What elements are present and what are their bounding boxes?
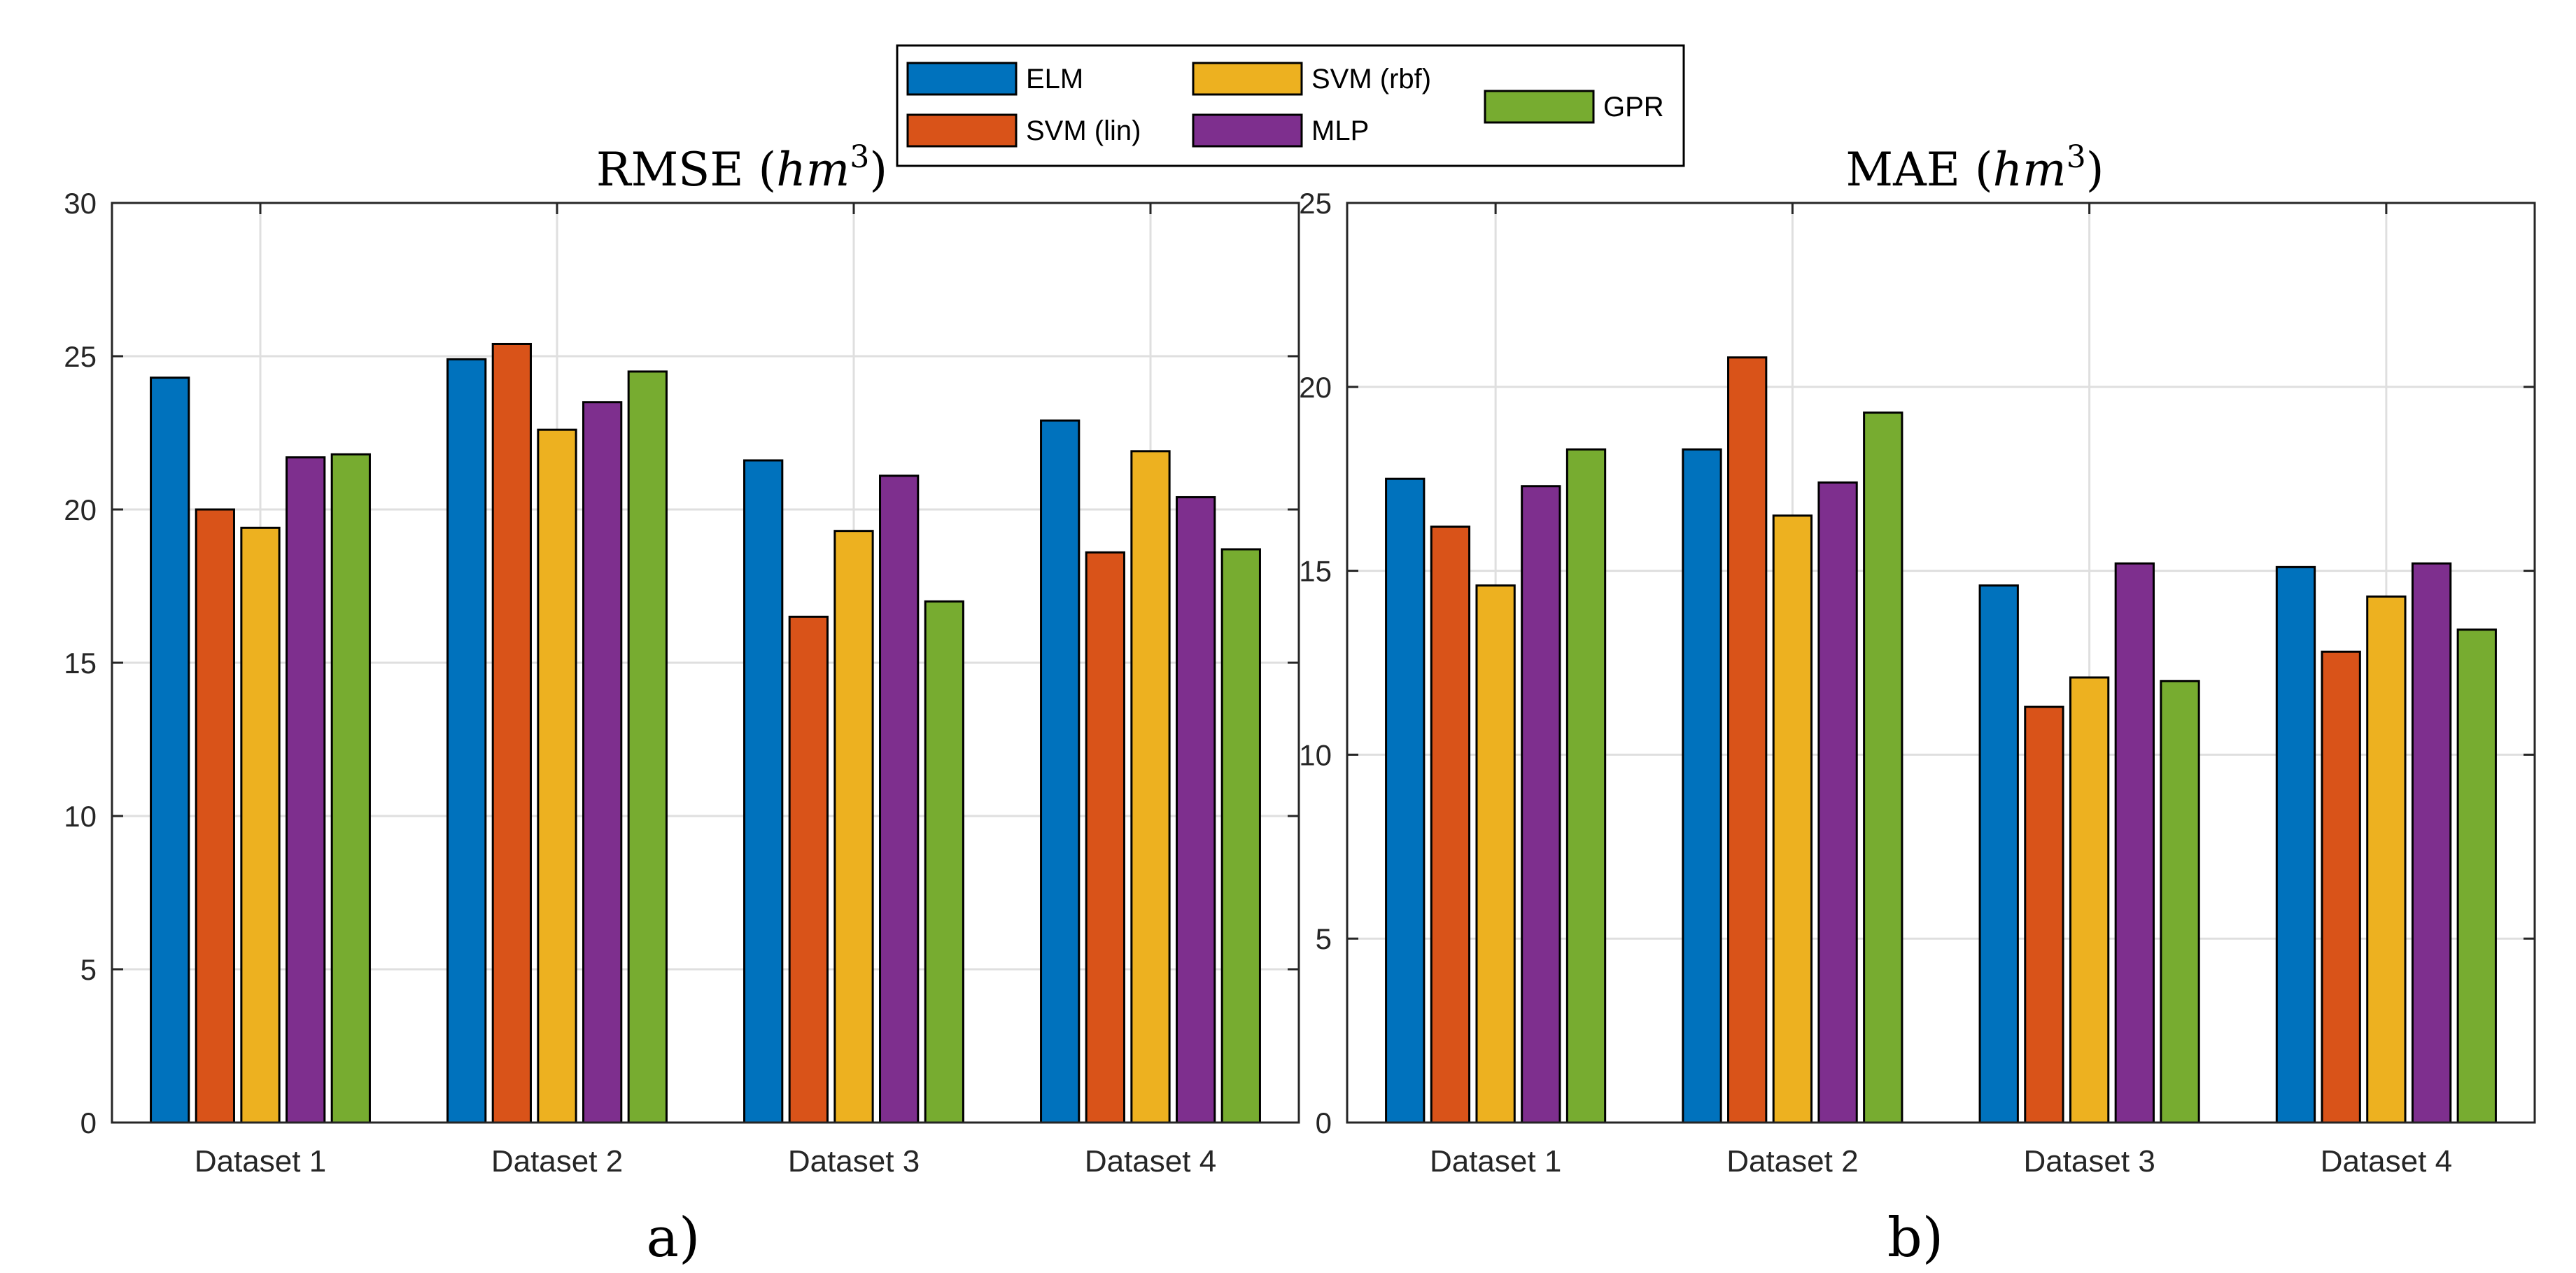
mae-y-tick-label: 5	[1316, 922, 1332, 955]
mae-bar-elm-dataset-1	[1385, 477, 1426, 1124]
mae-bar-mlp-dataset-2	[1817, 481, 1858, 1124]
mae-bar-mlp-dataset-1	[1521, 485, 1561, 1124]
mae-y-tick-label: 15	[1299, 555, 1332, 588]
legend: ELM SVM (lin) SVM (rbf) MLP GPR	[896, 44, 1685, 167]
mae-title-close: )	[2086, 143, 2104, 197]
mae-bar-elm-dataset-3	[1978, 584, 2019, 1124]
rmse-y-tick-label: 15	[64, 647, 97, 680]
mae-bar-svm-lin-dataset-3	[2024, 705, 2064, 1124]
rmse-bar-gpr-dataset-2	[627, 370, 668, 1124]
mae-x-tick-label: Dataset 3	[2023, 1144, 2155, 1179]
mae-bar-svm-rbf-dataset-2	[1772, 514, 1813, 1124]
legend-label-elm: ELM	[1026, 64, 1083, 94]
rmse-bar-gpr-dataset-4	[1220, 548, 1261, 1124]
rmse-bar-svm-lin-dataset-2	[491, 342, 532, 1124]
legend-entry-elm: ELM	[906, 62, 1083, 96]
mae-bar-mlp-dataset-3	[2114, 562, 2155, 1124]
rmse-x-tick-label: Dataset 3	[788, 1144, 920, 1179]
rmse-x-tick-label: Dataset 2	[491, 1144, 623, 1179]
mae-bar-gpr-dataset-1	[1565, 448, 1607, 1124]
rmse-bar-gpr-dataset-3	[924, 600, 964, 1124]
rmse-bar-gpr-dataset-1	[330, 453, 371, 1124]
rmse-y-tick-label: 20	[64, 493, 97, 526]
rmse-bar-elm-dataset-2	[446, 358, 487, 1124]
rmse-bar-svm-lin-dataset-4	[1085, 551, 1125, 1124]
rmse-chart: RMSE (hm3) a) 0 5 10 15 20 25 30 Dataset 1 Datas…	[64, 139, 1300, 1270]
rmse-bar-mlp-dataset-1	[286, 456, 326, 1124]
rmse-title-main: RMSE (	[596, 143, 776, 197]
legend-entry-svm-rbf: SVM (rbf)	[1192, 62, 1431, 96]
legend-label-mlp: MLP	[1311, 115, 1369, 146]
mae-bar-gpr-dataset-3	[2160, 680, 2200, 1124]
mae-title-main: MAE (	[1846, 143, 1993, 197]
mae-y-tick-label: 0	[1316, 1106, 1332, 1139]
rmse-x-tick-label: Dataset 1	[195, 1144, 326, 1179]
legend-swatch-gpr	[1484, 90, 1595, 124]
rmse-bar-mlp-dataset-4	[1176, 495, 1216, 1124]
rmse-bar-mlp-dataset-2	[582, 401, 623, 1124]
mae-bar-svm-lin-dataset-1	[1430, 526, 1471, 1124]
mae-bar-gpr-dataset-4	[2456, 628, 2497, 1124]
mae-title-exp: 3	[2067, 139, 2086, 175]
rmse-y-tick-label: 10	[64, 800, 97, 833]
rmse-bar-svm-lin-dataset-1	[195, 508, 235, 1124]
rmse-x-tick-label: Dataset 4	[1085, 1144, 1216, 1179]
rmse-y-tick-label: 5	[80, 953, 97, 986]
rmse-caption: a)	[647, 1207, 701, 1270]
mae-x-tick-label: Dataset 1	[1430, 1144, 1561, 1179]
rmse-title-var: hm	[776, 143, 850, 197]
rmse-title: RMSE (hm3)	[596, 139, 887, 197]
mae-chart: MAE (hm3) b) 0 5 10 15 20 25 Dataset 1 Dataset …	[1299, 139, 2536, 1270]
mae-x-tick-label: Dataset 2	[1726, 1144, 1858, 1179]
rmse-title-close: )	[869, 143, 887, 197]
legend-entry-gpr: GPR	[1484, 90, 1664, 124]
mae-title-var: hm	[1993, 143, 2067, 197]
legend-swatch-elm	[906, 62, 1018, 96]
mae-y-tick-label: 25	[1299, 187, 1332, 220]
mae-bar-elm-dataset-2	[1682, 448, 1722, 1124]
mae-bar-gpr-dataset-2	[1863, 412, 1903, 1124]
legend-label-gpr: GPR	[1603, 92, 1664, 122]
legend-entry-mlp: MLP	[1192, 113, 1369, 148]
rmse-bar-mlp-dataset-3	[879, 474, 920, 1124]
mae-bar-elm-dataset-4	[2275, 565, 2316, 1124]
mae-bar-svm-rbf-dataset-3	[2069, 676, 2110, 1124]
legend-label-svm-rbf: SVM (rbf)	[1311, 64, 1431, 94]
legend-label-svm-lin: SVM (lin)	[1026, 115, 1141, 146]
rmse-bar-elm-dataset-1	[150, 377, 190, 1124]
rmse-bar-elm-dataset-4	[1040, 419, 1081, 1124]
rmse-axes-box	[111, 202, 1300, 1124]
rmse-bar-svm-rbf-dataset-3	[833, 530, 874, 1124]
legend-swatch-svm-lin	[906, 113, 1018, 148]
rmse-title-exp: 3	[850, 139, 869, 175]
legend-swatch-mlp	[1192, 113, 1303, 148]
mae-bar-svm-rbf-dataset-1	[1475, 584, 1516, 1124]
rmse-y-tick-label: 0	[80, 1106, 97, 1139]
mae-bar-svm-lin-dataset-2	[1727, 356, 1768, 1124]
legend-swatch-svm-rbf	[1192, 62, 1303, 96]
rmse-y-tick-label: 25	[64, 340, 97, 373]
rmse-bar-svm-lin-dataset-3	[788, 615, 829, 1124]
mae-axes-box	[1346, 202, 2536, 1124]
mae-bar-mlp-dataset-4	[2411, 562, 2452, 1124]
mae-bar-svm-rbf-dataset-4	[2366, 595, 2407, 1124]
mae-bar-svm-lin-dataset-4	[2321, 650, 2361, 1124]
mae-title: MAE (hm3)	[1846, 139, 2104, 197]
rmse-y-tick-label: 30	[64, 187, 97, 220]
rmse-bar-svm-rbf-dataset-2	[537, 428, 577, 1124]
mae-y-tick-label: 10	[1299, 738, 1332, 771]
mae-x-tick-label: Dataset 4	[2321, 1144, 2452, 1179]
rmse-bar-elm-dataset-3	[743, 459, 784, 1124]
rmse-bar-svm-rbf-dataset-1	[240, 526, 281, 1124]
legend-entry-svm-lin: SVM (lin)	[906, 113, 1141, 148]
mae-caption: b)	[1887, 1207, 1943, 1270]
mae-y-tick-label: 20	[1299, 371, 1332, 404]
rmse-bar-svm-rbf-dataset-4	[1130, 450, 1171, 1124]
